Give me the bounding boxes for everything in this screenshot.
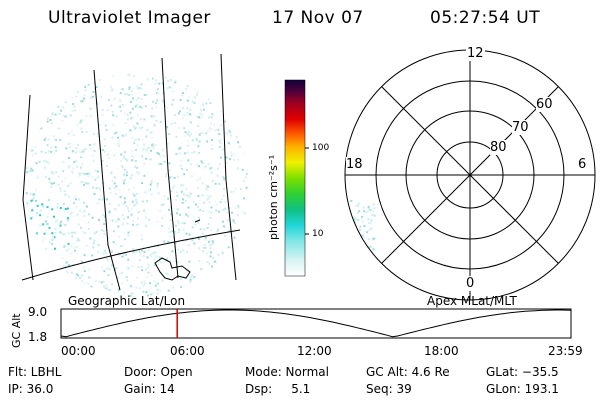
meridian-line: [220, 53, 237, 281]
colorbar-gradient: [284, 79, 306, 277]
altitude-plot-frame: [60, 308, 572, 339]
colorbar-tick-100: 100: [312, 143, 330, 153]
auroral-emission-speckle: [25, 73, 249, 297]
polar-axis-diagonal: [381, 86, 559, 264]
lat-label-80: 80: [490, 140, 507, 155]
colorbar-unit-label: photon cm⁻²s⁻¹: [267, 154, 280, 240]
lat-label-60: 60: [536, 97, 553, 112]
info-door: Door: Open: [124, 365, 193, 379]
polar-label-0: 0: [466, 276, 475, 291]
altitude-plot: [60, 308, 572, 339]
lat-label-70: 70: [512, 120, 529, 135]
time-tick-0000: 00:00: [61, 344, 96, 358]
time-tick-0600: 06:00: [170, 344, 205, 358]
apex-label: Apex MLat/MLT: [427, 294, 517, 308]
colorbar-tick-10: 10: [312, 229, 324, 239]
info-glat: GLat: −35.5: [486, 365, 559, 379]
polar-label-12: 12: [466, 46, 485, 61]
info-dsp: Dsp: 5.1: [245, 382, 311, 396]
altitude-tick-9: 9.0: [28, 305, 48, 319]
meridian-line: [161, 57, 179, 279]
coastline: [154, 257, 191, 281]
geographic-image-panel: [21, 53, 249, 297]
time-tick-1200: 12:00: [297, 344, 332, 358]
info-gain: Gain: 14: [124, 382, 175, 396]
time-tick-1800: 18:00: [424, 344, 459, 358]
meridian-line: [22, 94, 34, 281]
info-flt: Flt: LBHL: [8, 365, 62, 379]
polar-plot: [344, 49, 596, 301]
instrument-title: Ultraviolet Imager: [48, 8, 211, 28]
latitude-line: [194, 219, 201, 223]
polar-label-6: 6: [578, 157, 587, 172]
polar-label-18: 18: [346, 157, 363, 172]
altitude-axis-label: GC Alt: [10, 313, 23, 348]
date-label: 17 Nov 07: [272, 8, 364, 28]
info-ip: IP: 36.0: [8, 382, 54, 396]
latitude-line: [21, 229, 241, 281]
time-label: 05:27:54 UT: [430, 8, 541, 28]
geographic-label: Geographic Lat/Lon: [68, 294, 186, 308]
info-mode: Mode: Normal: [245, 365, 329, 379]
time-tick-2359: 23:59: [548, 344, 583, 358]
altitude-tick-1-8: 1.8: [28, 330, 48, 344]
info-glon: GLon: 193.1: [486, 382, 559, 396]
info-seq: Seq: 39: [366, 382, 412, 396]
altitude-curve: [60, 309, 572, 338]
info-gc-alt: GC Alt: 4.6 Re: [366, 365, 450, 379]
colorbar: [284, 79, 309, 277]
meridian-line: [93, 69, 121, 291]
